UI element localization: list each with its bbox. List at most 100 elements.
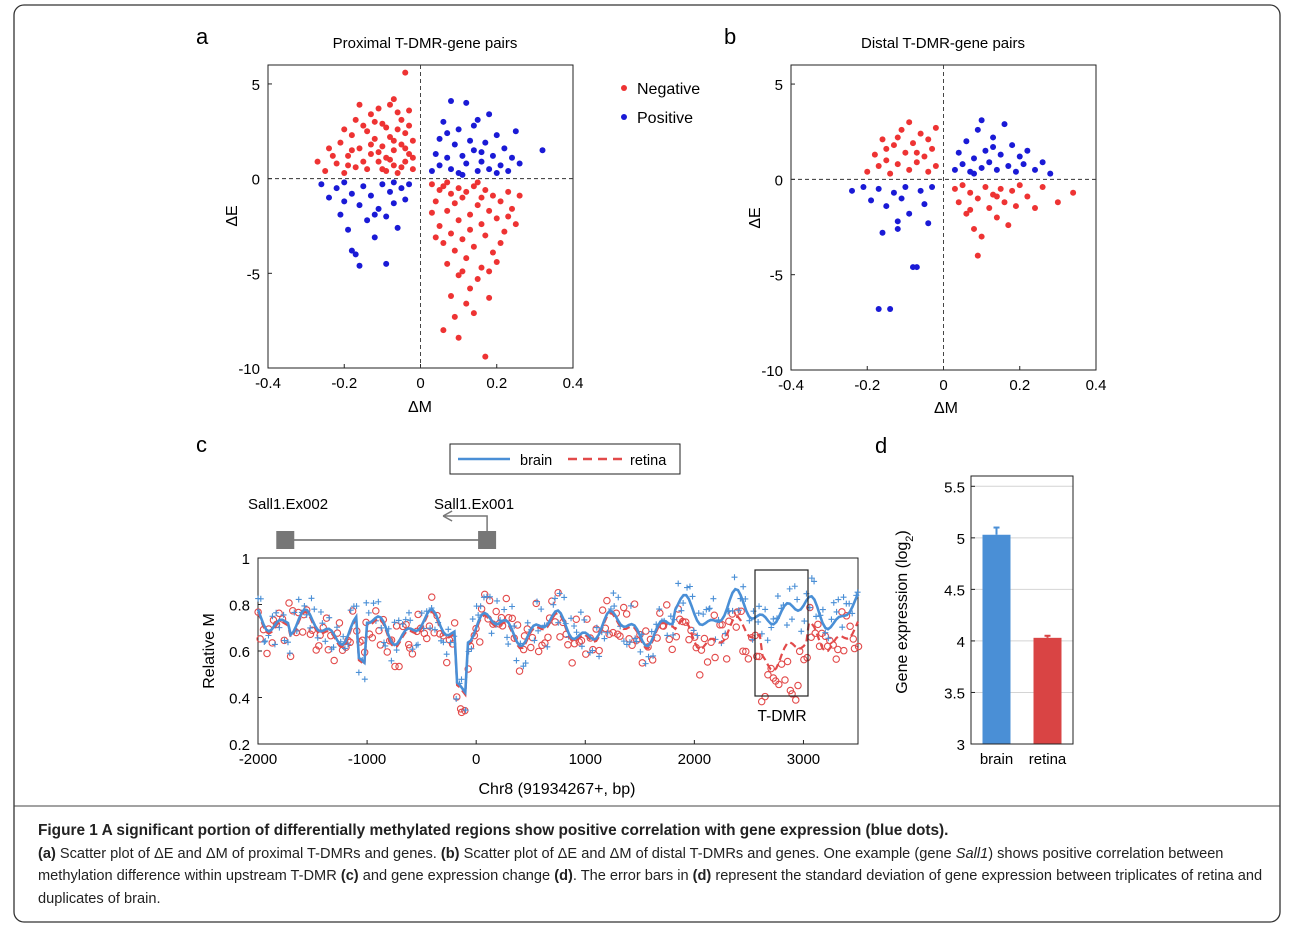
panel-a-point-negative [333, 160, 340, 167]
panel-a-points [314, 69, 546, 360]
panel-a-point-positive [448, 166, 454, 173]
panel-a-point-negative [356, 145, 363, 152]
brain-marker [395, 617, 402, 624]
panel-a-point-negative [474, 202, 481, 209]
retina-marker [428, 593, 436, 601]
panel-b-point-negative [890, 142, 897, 149]
panel-b-ylabel: ΔE [747, 207, 764, 228]
panel-a-point-negative [371, 135, 378, 142]
panel-a-point-positive [478, 149, 485, 156]
panel-a-point-negative [398, 164, 405, 171]
brain-marker [798, 628, 805, 635]
brain-marker [764, 637, 771, 644]
brain-marker [675, 580, 682, 587]
retina-marker [527, 643, 535, 652]
gene-tss-arrow [443, 515, 488, 531]
panel-a-axes: -0.4 -0.2 0 0.2 0.4 5 0 -5 -10 [238, 65, 583, 392]
panel-a-point-negative [390, 147, 397, 154]
retina-marker [477, 605, 486, 613]
panel-b-ytick-label: -10 [761, 363, 783, 380]
figure-border [13, 4, 1281, 923]
panel-a-point-negative [341, 126, 348, 133]
retina-marker [642, 627, 650, 635]
retina-marker [298, 628, 307, 636]
panel-b-point-positive [925, 220, 932, 227]
brain-marker [531, 637, 538, 644]
panel-a-point-negative [448, 190, 454, 197]
retina-marker [718, 620, 726, 629]
panel-a-point-negative [505, 213, 512, 220]
panel-a-point-positive [451, 141, 458, 148]
panel-b-axes: -0.4 -0.2 0 0.2 0.4 5 0 -5 -10 [761, 65, 1106, 394]
retina-marker [854, 642, 863, 651]
retina-marker [656, 609, 664, 617]
panel-a-point-positive [486, 166, 493, 173]
panel-d-ylabel-main: Gene expression (log [894, 542, 911, 694]
brain-marker [524, 619, 531, 626]
panel-b-point-negative [1005, 222, 1012, 229]
panel-a-point-negative [379, 166, 386, 173]
gene-exon-box [276, 531, 295, 549]
brain-marker [664, 632, 671, 639]
retina-marker [414, 610, 422, 619]
brain-marker [768, 624, 775, 631]
brain-marker [319, 620, 326, 627]
panel-b-point-negative [902, 149, 909, 156]
caption-text-end: . The error bars in [572, 868, 693, 884]
brain-marker [786, 585, 793, 592]
brain-marker [317, 608, 324, 615]
panel-a-point-positive [364, 217, 371, 224]
brain-marker [538, 606, 545, 613]
retina-marker [672, 632, 681, 641]
bar-retina [1033, 637, 1062, 744]
brain-marker [637, 648, 644, 655]
caption-gene: Sall1 [955, 845, 989, 862]
panel-a-xtick-label: 0 [416, 375, 424, 392]
panel-a-point-negative [379, 120, 386, 127]
exon-label-ex002: Sall1.Ex002 [248, 496, 328, 513]
panel-a-point-negative [470, 183, 477, 190]
panel-b-point-negative [913, 159, 920, 166]
retina-marker [739, 647, 747, 655]
brain-marker [573, 629, 580, 636]
brain-marker [656, 606, 663, 613]
panel-a-point-negative [409, 137, 416, 144]
panel-a-point-positive [467, 137, 474, 144]
panel-c-xtick-label: -1000 [348, 751, 386, 768]
caption-tag-b: (b) [440, 845, 460, 862]
panel-d-ytick-label: 4 [957, 634, 965, 651]
brain-marker [393, 647, 400, 654]
panel-a-point-negative [375, 158, 382, 165]
brain-marker [271, 641, 278, 648]
panel-a-point-negative [402, 69, 409, 76]
panel-c-ytick-label: 1 [242, 551, 250, 568]
panel-a-point-negative [337, 139, 344, 146]
brain-marker [840, 594, 847, 601]
panel-a-point-positive [428, 168, 435, 175]
panel-b-point-positive [974, 126, 981, 133]
panel-a-point-positive [379, 181, 386, 188]
retina-marker [757, 697, 766, 706]
retina-marker [753, 652, 761, 661]
brain-marker [604, 629, 611, 636]
panel-d-ylabel-sub: 2 [904, 536, 916, 542]
brain-marker [813, 613, 820, 620]
panel-a-point-negative [394, 109, 401, 116]
panel-c-xtick-label: 1000 [569, 751, 602, 768]
panel-a-point-positive [474, 168, 481, 175]
brain-marker [347, 607, 354, 614]
panel-d-ytick-label: 4.5 [944, 582, 965, 599]
retina-marker [700, 634, 709, 643]
caption-tag-d2: (d) [692, 868, 712, 884]
brain-marker [556, 590, 563, 597]
retina-marker [595, 646, 603, 655]
panel-d-bar: d 3 3.5 4 4.5 5 5.5 brain retina Gene expressi… [875, 433, 1074, 768]
panel-c-ytick-label: 0.8 [229, 598, 250, 615]
panel-d-ytick-label: 3.5 [944, 685, 965, 702]
retina-marker [450, 619, 459, 627]
panel-a-xtick-label: 0.4 [563, 375, 584, 392]
retina-marker [616, 632, 624, 640]
panel-a-point-positive [493, 169, 500, 176]
retina-marker [504, 613, 513, 622]
